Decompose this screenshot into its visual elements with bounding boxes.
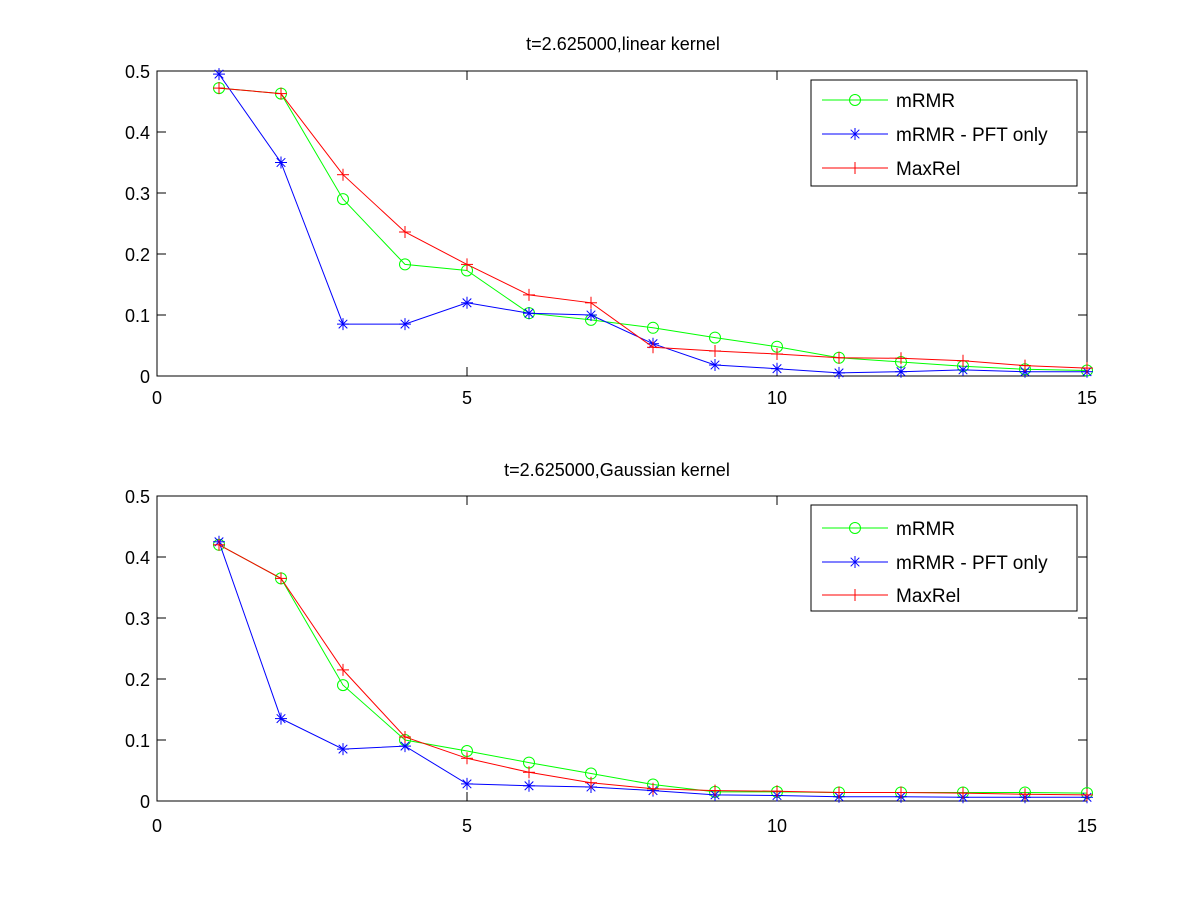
x-tick-label: 5: [462, 816, 472, 836]
data-point-maxrel: [957, 354, 969, 367]
data-point-mrmr: [709, 331, 721, 344]
data-point-maxrel: [833, 786, 845, 799]
legend-label-mrmr: mRMR: [896, 91, 955, 112]
legend-label-mrmr-pft: mRMR - PFT only: [896, 125, 1048, 146]
data-point-mrmr-pft-only: [585, 309, 597, 321]
x-tick-label: 0: [152, 388, 162, 408]
data-point-maxrel: [461, 752, 473, 765]
data-point-maxrel: [585, 776, 597, 789]
data-point-maxrel: [957, 787, 969, 800]
data-point-maxrel: [709, 784, 721, 797]
data-point-mrmr: [647, 321, 659, 334]
x-tick-label: 15: [1077, 816, 1097, 836]
data-point-maxrel: [399, 226, 411, 238]
data-point-maxrel: [1081, 362, 1093, 375]
y-tick-label: 0: [140, 367, 150, 387]
chart-title: t=2.625000,linear kernel: [526, 34, 720, 54]
data-point-maxrel: [399, 731, 411, 743]
x-axis: 0 5 10 15: [152, 816, 1097, 836]
data-point-mrmr-pft-only: [275, 156, 287, 169]
legend-marker-maxrel: [849, 589, 861, 601]
legend-label-maxrel: MaxRel: [896, 159, 960, 180]
x-tick-label: 5: [462, 388, 472, 408]
y-tick-label: 0.1: [125, 731, 150, 751]
data-point-maxrel: [771, 348, 783, 360]
series-line-mrmr: [218, 87, 1088, 371]
data-point-maxrel: [213, 538, 225, 551]
data-point-mrmr-pft-only: [833, 366, 845, 379]
y-tick-label: 0.3: [125, 184, 150, 204]
data-point-maxrel: [709, 345, 721, 357]
data-point-mrmr-pft-only: [275, 712, 287, 725]
y-tick-label: 0.2: [125, 670, 150, 690]
legend-marker-mrmr-pft: [849, 556, 861, 568]
data-point-mrmr-pft-only: [399, 740, 411, 753]
data-point-mrmr-pft-only: [709, 359, 721, 371]
y-tick-label: 0: [140, 792, 150, 812]
data-point-mrmr-pft-only: [337, 743, 349, 756]
legend-label-mrmr-pft: mRMR - PFT only: [896, 553, 1048, 574]
legend: mRMR mRMR - PFT only MaxRel: [810, 504, 1078, 612]
y-tick-label: 0.4: [125, 123, 150, 143]
data-point-mrmr-pft-only: [461, 777, 473, 790]
legend: mRMR mRMR - PFT only MaxRel: [810, 79, 1078, 187]
data-point-mrmr-pft-only: [957, 363, 969, 376]
legend-label-maxrel: MaxRel: [896, 586, 960, 607]
x-tick-label: 10: [767, 388, 787, 408]
data-point-maxrel: [895, 786, 907, 799]
data-point-maxrel: [771, 785, 783, 798]
data-point-mrmr-pft-only: [895, 365, 907, 378]
y-axis: 0 0.1 0.2 0.3 0.4 0.5: [125, 487, 150, 812]
data-point-mrmr-pft-only: [523, 307, 535, 320]
data-point-mrmr-pft-only: [399, 318, 411, 331]
series-layer: [213, 535, 1093, 804]
data-point-mrmr-pft-only: [213, 68, 225, 81]
y-tick-label: 0.1: [125, 306, 150, 326]
x-tick-label: 0: [152, 816, 162, 836]
data-point-maxrel: [461, 258, 473, 271]
data-point-maxrel: [1019, 788, 1031, 801]
data-point-maxrel: [523, 288, 535, 301]
legend-label-mrmr: mRMR: [896, 519, 955, 540]
y-tick-label: 0.3: [125, 609, 150, 629]
linear-kernel-plot: t=2.625000,linear kernel 0 0.1 0.2 0.3 0…: [125, 34, 1097, 408]
data-point-maxrel: [833, 351, 845, 364]
legend-marker-mrmr-pft: [849, 128, 861, 140]
data-point-maxrel: [1081, 788, 1093, 801]
chart-title: t=2.625000,Gaussian kernel: [504, 460, 730, 480]
data-point-maxrel: [647, 341, 659, 354]
data-point-maxrel: [585, 296, 597, 309]
legend-marker-maxrel: [849, 162, 861, 174]
data-point-maxrel: [1019, 359, 1031, 372]
data-point-maxrel: [647, 782, 659, 795]
data-point-mrmr: [337, 679, 349, 692]
data-point-mrmr-pft-only: [523, 779, 535, 792]
series-layer: [213, 68, 1093, 379]
y-tick-label: 0.4: [125, 548, 150, 568]
data-point-maxrel: [275, 87, 287, 100]
x-axis: 0 5 10 15: [152, 388, 1097, 408]
y-tick-label: 0.5: [125, 487, 150, 507]
data-point-maxrel: [523, 766, 535, 779]
gaussian-kernel-plot: t=2.625000,Gaussian kernel 0 0.1 0.2 0.3…: [125, 460, 1097, 836]
data-point-mrmr-pft-only: [771, 362, 783, 375]
legend-marker-mrmr: [849, 94, 861, 106]
x-tick-label: 10: [767, 816, 787, 836]
data-point-mrmr: [399, 258, 411, 271]
data-point-maxrel: [895, 352, 907, 365]
y-tick-label: 0.5: [125, 62, 150, 82]
data-point-maxrel: [275, 572, 287, 585]
data-point-maxrel: [337, 663, 349, 676]
x-tick-label: 15: [1077, 388, 1097, 408]
data-point-mrmr-pft-only: [337, 318, 349, 331]
y-tick-label: 0.2: [125, 245, 150, 265]
y-axis: 0 0.1 0.2 0.3 0.4 0.5: [125, 62, 150, 387]
data-point-maxrel: [337, 168, 349, 181]
legend-marker-mrmr: [849, 522, 861, 534]
data-point-maxrel: [213, 82, 225, 95]
data-point-mrmr: [337, 193, 349, 206]
data-point-mrmr-pft-only: [461, 296, 473, 309]
